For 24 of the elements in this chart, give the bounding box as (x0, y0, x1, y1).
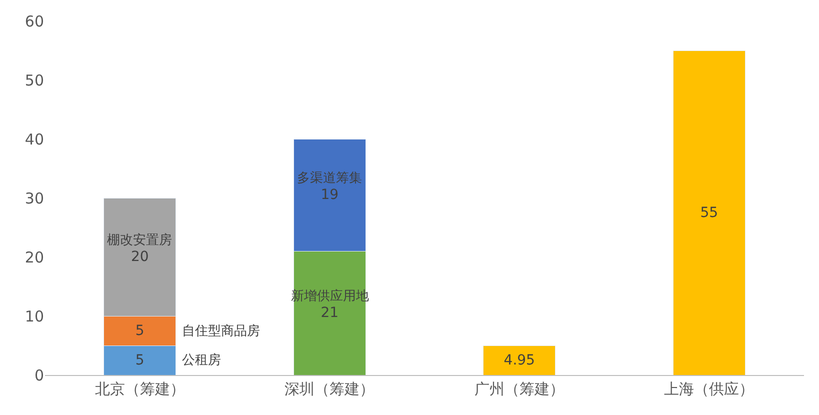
y-tick-label: 40 (24, 130, 44, 148)
y-tick-label: 50 (24, 71, 44, 90)
data-label: 4.95 (504, 352, 535, 368)
y-tick-label: 0 (34, 366, 44, 384)
data-label: 5 (135, 322, 144, 339)
data-label: 55 (700, 204, 718, 221)
x-tick-label: 上海（供应） (664, 380, 754, 398)
series-label: 公租房 (182, 352, 221, 368)
y-tick-label: 60 (24, 12, 44, 30)
data-label: 19 (320, 187, 339, 204)
x-tick-label: 北京（筹建） (94, 380, 185, 398)
series-label: 棚改安置房 (107, 232, 172, 248)
bar (672, 50, 746, 375)
series-label: 多渠道筹集 (297, 171, 362, 186)
series-label: 自住型商品房 (182, 323, 260, 339)
y-tick-label: 30 (24, 189, 44, 208)
x-tick-label: 深圳（筹建） (284, 380, 375, 398)
x-tick-label: 广州（筹建） (474, 380, 564, 398)
data-label: 5 (135, 352, 144, 368)
data-label: 20 (130, 249, 149, 265)
y-tick-label: 20 (24, 248, 44, 266)
y-tick-label: 10 (24, 307, 44, 326)
bar (483, 346, 556, 375)
data-label: 21 (320, 305, 339, 322)
